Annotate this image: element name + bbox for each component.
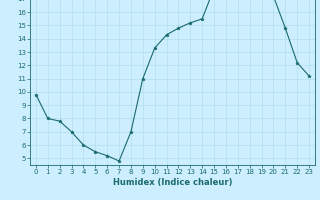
X-axis label: Humidex (Indice chaleur): Humidex (Indice chaleur) (113, 178, 232, 187)
